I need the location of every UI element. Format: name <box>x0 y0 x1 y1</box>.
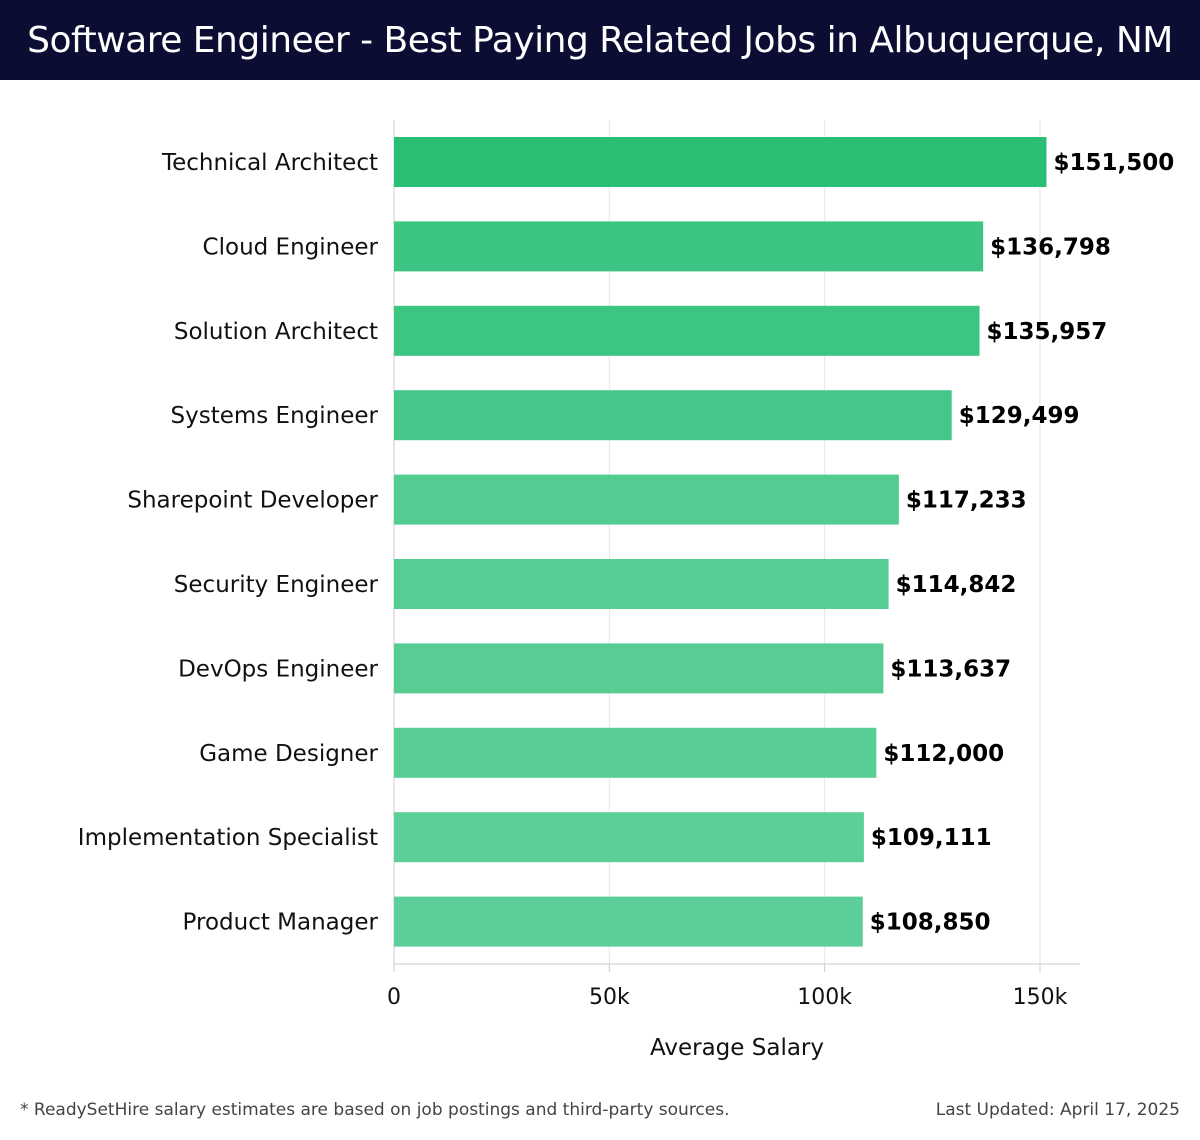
value-label: $112,000 <box>883 741 1004 767</box>
bar <box>394 137 1047 187</box>
bar <box>394 812 864 863</box>
bar <box>394 896 863 947</box>
x-tick-label: 0 <box>387 985 401 1010</box>
bar <box>394 727 877 778</box>
bar <box>394 559 889 609</box>
value-label: $109,111 <box>871 825 992 851</box>
category-label: Security Engineer <box>174 572 379 598</box>
category-label: Technical Architect <box>161 150 378 176</box>
bar <box>394 390 952 441</box>
last-updated: Last Updated: April 17, 2025 <box>935 1100 1180 1120</box>
category-label: Game Designer <box>199 741 378 767</box>
category-label: Solution Architect <box>174 319 378 345</box>
value-label: $114,842 <box>896 572 1017 598</box>
bar <box>394 643 884 694</box>
x-axis-title: Average Salary <box>650 1035 824 1061</box>
footer-note: * ReadySetHire salary estimates are base… <box>20 1100 730 1120</box>
x-tick-label: 50k <box>589 985 630 1010</box>
value-label: $151,500 <box>1053 150 1174 176</box>
value-label: $129,499 <box>959 403 1080 429</box>
labels: 0 50k 100k 150k Technical Architect $151,500 C… <box>78 150 1174 1010</box>
category-label: Cloud Engineer <box>203 234 379 260</box>
title-bar: Software Engineer - Best Paying Related … <box>0 0 1200 80</box>
bar <box>394 221 984 272</box>
category-label: DevOps Engineer <box>178 656 378 682</box>
category-label: Systems Engineer <box>171 403 379 429</box>
value-label: $113,637 <box>890 656 1011 682</box>
value-label: $117,233 <box>906 488 1027 514</box>
value-label: $135,957 <box>987 319 1108 345</box>
category-label: Sharepoint Developer <box>127 488 378 514</box>
category-label: Product Manager <box>183 910 379 936</box>
x-tick-label: 100k <box>797 985 852 1010</box>
bar <box>394 305 980 356</box>
bar <box>394 474 899 525</box>
x-tick-label: 150k <box>1013 985 1068 1010</box>
category-label: Implementation Specialist <box>78 825 378 851</box>
value-label: $108,850 <box>870 910 991 936</box>
bars <box>394 137 1047 947</box>
value-label: $136,798 <box>990 234 1111 260</box>
page-title: Software Engineer - Best Paying Related … <box>27 19 1173 61</box>
